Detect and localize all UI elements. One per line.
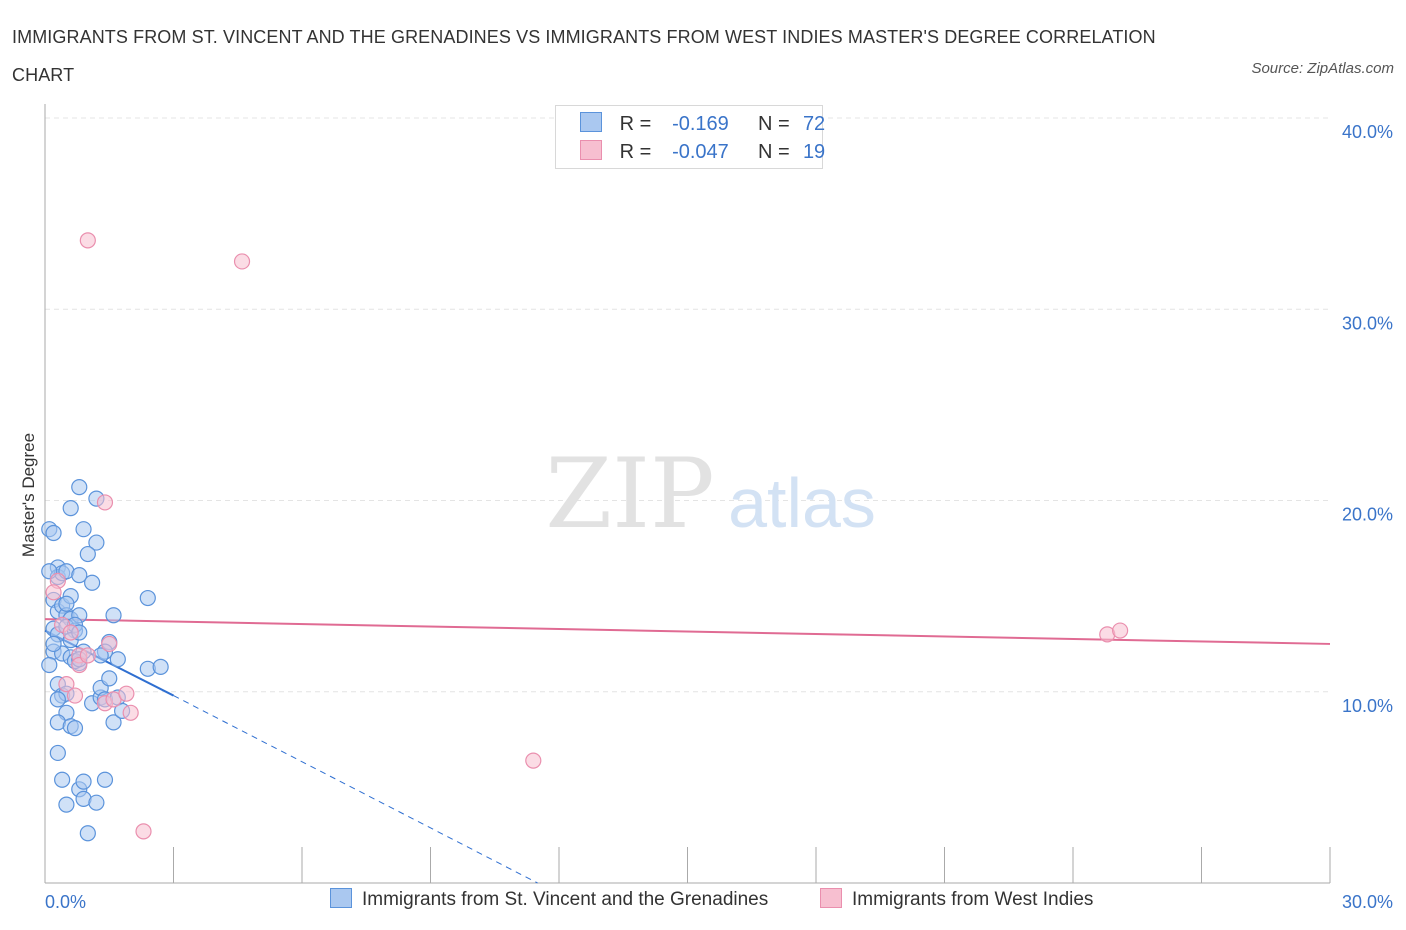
blue-point	[88, 534, 105, 551]
y-tick-label: 20.0%	[1342, 505, 1393, 525]
bottom-legend-label: Immigrants from West Indies	[852, 889, 1094, 910]
legend-n-value: 19	[802, 141, 826, 163]
watermark-zip: ZIP	[545, 438, 714, 550]
blue-point	[88, 794, 105, 811]
pink-point	[525, 752, 542, 769]
pink-point	[62, 624, 79, 641]
blue-point	[45, 524, 62, 542]
x-tick-label-min: 0.0%	[45, 892, 86, 912]
blue-point	[49, 744, 66, 762]
source-label: Source: ZipAtlas.com	[1251, 60, 1394, 77]
axis-layer: 10.0% 20.0% 30.0% 40.0%	[44, 104, 1393, 884]
blue-point	[84, 574, 101, 591]
blue-point	[96, 771, 114, 788]
y-tick-label: 10.0%	[1342, 696, 1393, 716]
legend-row-pink: R = -0.047 N = 19	[580, 140, 825, 168]
pink-point	[66, 687, 84, 704]
blue-point	[75, 521, 92, 538]
pink-point	[96, 494, 114, 511]
blue-point	[66, 719, 84, 737]
bottom-legend-label: Immigrants from St. Vincent and the Gren…	[362, 889, 769, 910]
pink-point	[122, 704, 139, 721]
legend-r-value: -0.047	[672, 141, 729, 163]
pink-point	[58, 675, 75, 693]
pink-point	[101, 635, 118, 653]
y-axis-label: Master's Degree	[19, 433, 38, 557]
blue-point	[109, 651, 126, 668]
pink-trend-line	[44, 618, 1331, 645]
blue-point	[79, 545, 96, 563]
legend-r-label: R =	[619, 113, 652, 135]
legend-n-label: N =	[757, 113, 790, 135]
blue-trend-extension	[173, 695, 538, 884]
y-tick-label: 40.0%	[1342, 122, 1393, 142]
blue-point	[71, 479, 88, 496]
points-layer	[41, 232, 1129, 842]
pink-point	[79, 232, 96, 249]
legend-n-value: 72	[802, 113, 826, 135]
watermark: ZIP atlas	[545, 438, 876, 550]
legend-r-label: R =	[619, 141, 652, 163]
blue-point	[75, 773, 92, 790]
legend-r-value: -0.169	[672, 113, 729, 135]
blue-point	[54, 771, 71, 788]
pink-point	[118, 685, 135, 702]
trend-layer	[44, 618, 1331, 884]
blue-point	[58, 796, 75, 813]
legend-row-blue: R = -0.169 N = 72	[580, 112, 825, 140]
blue-point	[79, 825, 96, 842]
blue-swatch	[330, 888, 352, 908]
pink-point	[79, 647, 96, 664]
blue-point	[58, 595, 75, 612]
pink-point	[1112, 622, 1129, 639]
blue-point	[101, 670, 118, 687]
blue-point	[49, 691, 66, 708]
watermark-atlas: atlas	[728, 464, 876, 542]
blue-point	[71, 566, 88, 584]
blue-point	[152, 658, 169, 675]
y-tick-label: 30.0%	[1342, 313, 1393, 333]
pink-point	[45, 584, 62, 601]
grid-layer	[45, 117, 1330, 693]
blue-point	[105, 607, 122, 624]
blue-point	[41, 656, 58, 674]
blue-point	[62, 500, 79, 517]
correlation-legend: R = -0.169 N = 72 R = -0.047 N = 19	[555, 105, 825, 169]
legend-n-label: N =	[757, 141, 790, 163]
pink-point	[135, 823, 152, 840]
x-tick-label-max: 30.0%	[1342, 892, 1393, 912]
bottom-legend-item-pink: Immigrants from West Indies	[820, 888, 1093, 911]
bottom-legend-item-blue: Immigrants from St. Vincent and the Gren…	[330, 888, 768, 911]
pink-point	[233, 253, 251, 270]
blue-point	[105, 714, 122, 731]
blue-swatch	[580, 112, 602, 132]
pink-swatch	[820, 888, 842, 908]
blue-point	[45, 635, 62, 653]
blue-point	[139, 589, 156, 607]
chart-title: IMMIGRANTS FROM ST. VINCENT AND THE GREN…	[12, 27, 1156, 85]
pink-swatch	[580, 140, 602, 160]
